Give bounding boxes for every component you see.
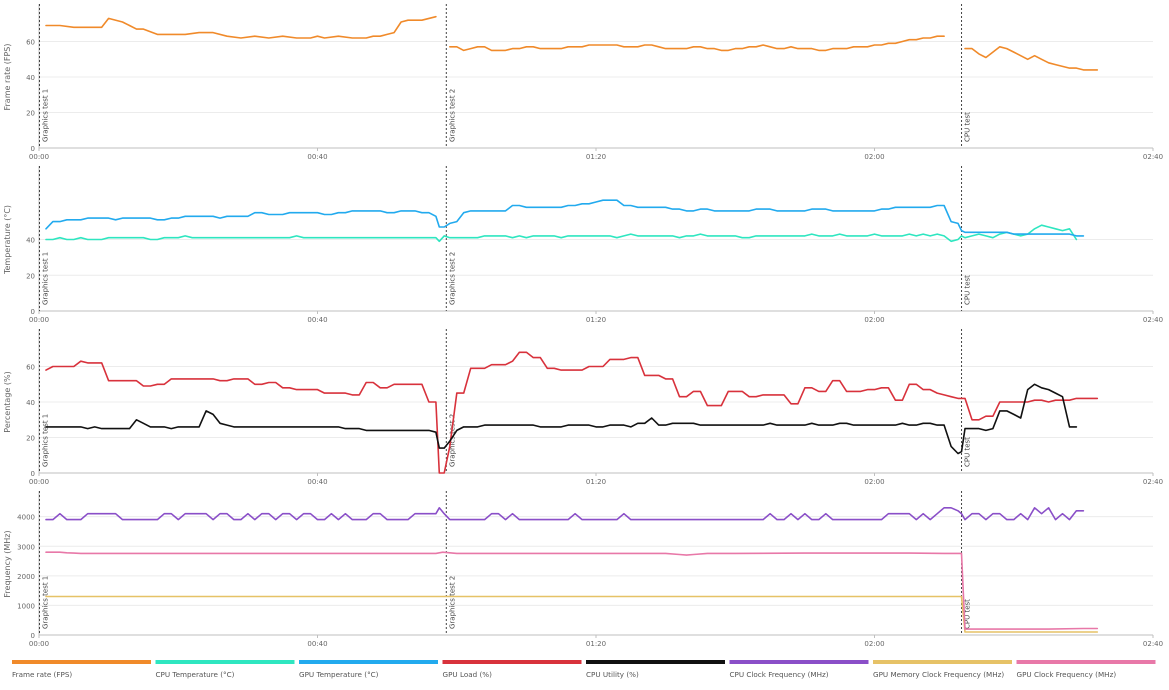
legend-label: GPU Memory Clock Frequency (MHz): [873, 670, 1004, 679]
x-tick-label-panel-3: 02:40: [1143, 478, 1163, 486]
legend-swatch: [442, 660, 582, 664]
legend-swatch: [1016, 660, 1156, 664]
test-marker-label-panel-4: Graphics test 1: [42, 576, 50, 629]
test-marker-label-panel-2: Graphics test 1: [42, 252, 50, 305]
y-tick-label-panel-2: 20: [26, 272, 35, 280]
x-tick-label-panel-1: 02:00: [864, 153, 884, 161]
legend-label: GPU Temperature (°C): [299, 670, 379, 679]
test-marker-label-panel-3: Graphics test 1: [42, 414, 50, 467]
x-tick-label-panel-1: 01:20: [586, 153, 606, 161]
series-line-gpu-load: [45, 351, 1099, 474]
x-tick-label-panel-3: 01:20: [586, 478, 606, 486]
y-tick-label-panel-4: 4000: [17, 514, 35, 522]
test-marker-label-panel-2: Graphics test 2: [448, 252, 456, 305]
y-tick-label-panel-3: 40: [26, 399, 35, 407]
x-tick-label-panel-2: 00:00: [29, 316, 49, 324]
x-tick-label-panel-4: 02:40: [1143, 640, 1163, 648]
x-tick-label-panel-3: 00:40: [307, 478, 327, 486]
series-line-frame-rate-fps: [45, 15, 437, 39]
legend-swatch: [586, 660, 725, 664]
y-tick-label-panel-1: 20: [26, 110, 35, 118]
legend-label: CPU Utility (%): [586, 670, 639, 679]
x-tick-label-panel-4: 02:00: [864, 640, 884, 648]
y-axis-label-panel-3: Percentage (%): [3, 371, 12, 432]
legend-swatch: [155, 660, 295, 664]
y-tick-label-panel-3: 0: [31, 470, 35, 478]
x-tick-label-panel-2: 02:40: [1143, 316, 1163, 324]
x-tick-label-panel-1: 02:40: [1143, 153, 1163, 161]
test-marker-label-panel-4: Graphics test 2: [448, 576, 456, 629]
y-tick-label-panel-2: 0: [31, 308, 35, 316]
legend-swatch: [873, 660, 1012, 664]
series-line-cpu-temperature-c: [45, 224, 1078, 243]
test-marker-label-panel-3: CPU test: [964, 437, 972, 467]
test-marker-label-panel-1: Graphics test 1: [42, 89, 50, 142]
y-tick-label-panel-3: 60: [26, 364, 35, 372]
series-line-cpu-clock-frequency-mhz: [45, 506, 1085, 521]
legend-label: GPU Load (%): [443, 670, 493, 679]
legend-label: CPU Clock Frequency (MHz): [730, 670, 829, 679]
test-marker-label-panel-4: CPU test: [964, 599, 972, 629]
y-tick-label-panel-1: 60: [26, 39, 35, 47]
y-axis-label-panel-2: Temperature (°C): [3, 205, 12, 275]
x-tick-label-panel-3: 02:00: [864, 478, 884, 486]
y-tick-label-panel-2: 40: [26, 237, 35, 245]
y-tick-label-panel-4: 0: [31, 632, 35, 640]
series-line-gpu-clock-frequency-mhz: [45, 551, 1099, 630]
y-tick-label-panel-4: 2000: [17, 573, 35, 581]
x-tick-label-panel-3: 00:00: [29, 478, 49, 486]
y-tick-label-panel-1: 0: [31, 145, 35, 153]
x-tick-label-panel-4: 01:20: [586, 640, 606, 648]
test-marker-label-panel-1: Graphics test 2: [448, 89, 456, 142]
x-tick-label-panel-2: 01:20: [586, 316, 606, 324]
y-tick-label-panel-4: 3000: [17, 543, 35, 551]
legend-label: GPU Clock Frequency (MHz): [1017, 670, 1117, 679]
x-tick-label-panel-2: 02:00: [864, 316, 884, 324]
test-marker-label-panel-3: Graphics test 2: [448, 414, 456, 467]
series-line-gpu-temperature-c: [45, 199, 1085, 237]
x-tick-label-panel-1: 00:40: [307, 153, 327, 161]
y-tick-label-panel-4: 1000: [17, 602, 35, 610]
x-tick-label-panel-4: 00:00: [29, 640, 49, 648]
y-axis-label-panel-1: Frame rate (FPS): [3, 43, 12, 110]
test-marker-label-panel-2: CPU test: [964, 275, 972, 305]
series-line-frame-rate-fps: [448, 35, 945, 52]
test-marker-label-panel-1: CPU test: [964, 112, 972, 142]
x-tick-label-panel-1: 00:00: [29, 153, 49, 161]
x-tick-label-panel-2: 00:40: [307, 316, 327, 324]
legend-swatch: [12, 660, 151, 664]
y-axis-label-panel-4: Frequency (MHz): [3, 530, 12, 597]
x-tick-label-panel-4: 00:40: [307, 640, 327, 648]
legend-label: Frame rate (FPS): [12, 670, 72, 679]
y-tick-label-panel-1: 40: [26, 74, 35, 82]
y-tick-label-panel-3: 20: [26, 435, 35, 443]
legend-swatch: [299, 660, 438, 664]
series-line-frame-rate-fps: [964, 45, 1099, 71]
legend-swatch: [729, 660, 869, 664]
series-line-cpu-utility: [45, 383, 1078, 455]
series-line-gpu-memory-clock-frequency-mhz: [45, 595, 1099, 633]
legend-label: CPU Temperature (°C): [156, 670, 235, 679]
